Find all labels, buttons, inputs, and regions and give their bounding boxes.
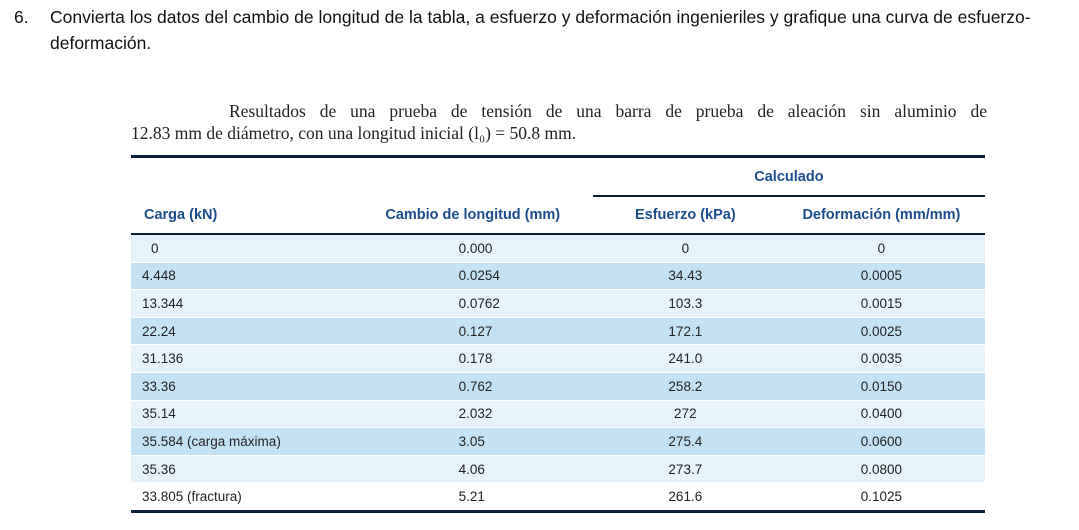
cell-load: 22.24 [131,316,353,345]
cell-load: 4.448 [131,261,353,290]
table-caption: Resultados de una prueba de tensión de u… [131,100,987,144]
cell-stress: 172.1 [592,316,778,345]
cell-length-change: 2.032 [352,399,593,428]
cell-length-change: 0.000 [352,233,593,263]
results-table: Calculado Carga (kN) Cambio de longitud … [131,155,985,513]
header-load: Carga (kN) [131,196,353,235]
question: 6. Convierta los datos del cambio de lon… [14,4,1069,56]
table-row: 4.448 0.0254 34.43 0.0005 [131,261,985,290]
cell-length-change: 3.05 [352,427,593,456]
question-text: Convierta los datos del cambio de longit… [50,7,1031,53]
table-row: 31.136 0.178 241.0 0.0035 [131,344,985,373]
cell-length-change: 5.21 [352,482,593,510]
table-row: 35.584 (carga máxima) 3.05 275.4 0.0600 [131,427,985,456]
cell-length-change: 0.127 [352,316,593,345]
cell-load: 31.136 [131,344,353,373]
cell-load: 13.344 [131,289,353,318]
cell-strain: 0.0005 [777,261,985,290]
cell-strain: 0 [777,233,985,263]
cell-stress: 273.7 [592,454,778,483]
cell-strain: 0.0015 [777,289,985,318]
header-strain: Deformación (mm/mm) [777,196,985,235]
cell-strain: 0.0600 [777,427,985,456]
cell-stress: 241.0 [592,344,778,373]
cell-stress: 34.43 [592,261,778,290]
cell-length-change: 0.178 [352,344,593,373]
cell-stress: 272 [592,399,778,428]
cell-strain: 0.0025 [777,316,985,345]
header-stress: Esfuerzo (kPa) [592,196,778,235]
cell-stress: 261.6 [592,482,778,510]
caption-line-1: Resultados de una prueba de tensión de u… [229,101,987,121]
cell-load: 33.36 [131,371,353,401]
cell-stress: 275.4 [592,427,778,456]
table-row: 35.14 2.032 272 0.0400 [131,399,985,428]
cell-length-change: 0.0762 [352,289,593,318]
cell-stress: 103.3 [592,289,778,318]
cell-length-change: 0.0254 [352,261,593,290]
cell-stress: 0 [592,233,778,263]
cell-strain: 0.0400 [777,399,985,428]
table-row: 0 0.000 0 0 [131,233,985,263]
cell-load: 35.36 [131,454,353,483]
table-row: 33.36 0.762 258.2 0.0150 [131,371,985,401]
question-number: 6. [14,7,29,27]
table-row: 35.36 4.06 273.7 0.0800 [131,454,985,483]
table-row: 33.805 (fractura) 5.21 261.6 0.1025 [131,482,985,510]
header-length-change: Cambio de longitud (mm) [352,196,593,235]
table-row: 13.344 0.0762 103.3 0.0015 [131,289,985,318]
cell-strain: 0.0035 [777,344,985,373]
cell-strain: 0.0800 [777,454,985,483]
calculated-group-header: Calculado [592,158,985,197]
cell-length-change: 4.06 [352,454,593,483]
cell-stress: 258.2 [592,371,778,401]
cell-strain: 0.1025 [777,482,985,510]
cell-length-change: 0.762 [352,371,593,401]
table-row: 22.24 0.127 172.1 0.0025 [131,316,985,345]
column-header-row: Carga (kN) Cambio de longitud (mm) Esfue… [131,196,985,235]
cell-load: 35.584 (carga máxima) [131,427,353,456]
cell-load: 0 [131,233,353,263]
group-header-row: Calculado [131,158,985,197]
caption-line-2: 12.83 mm de diámetro, con una longitud i… [131,123,577,143]
cell-strain: 0.0150 [777,371,985,401]
cell-load: 35.14 [131,399,353,428]
cell-load: 33.805 (fractura) [131,482,353,510]
